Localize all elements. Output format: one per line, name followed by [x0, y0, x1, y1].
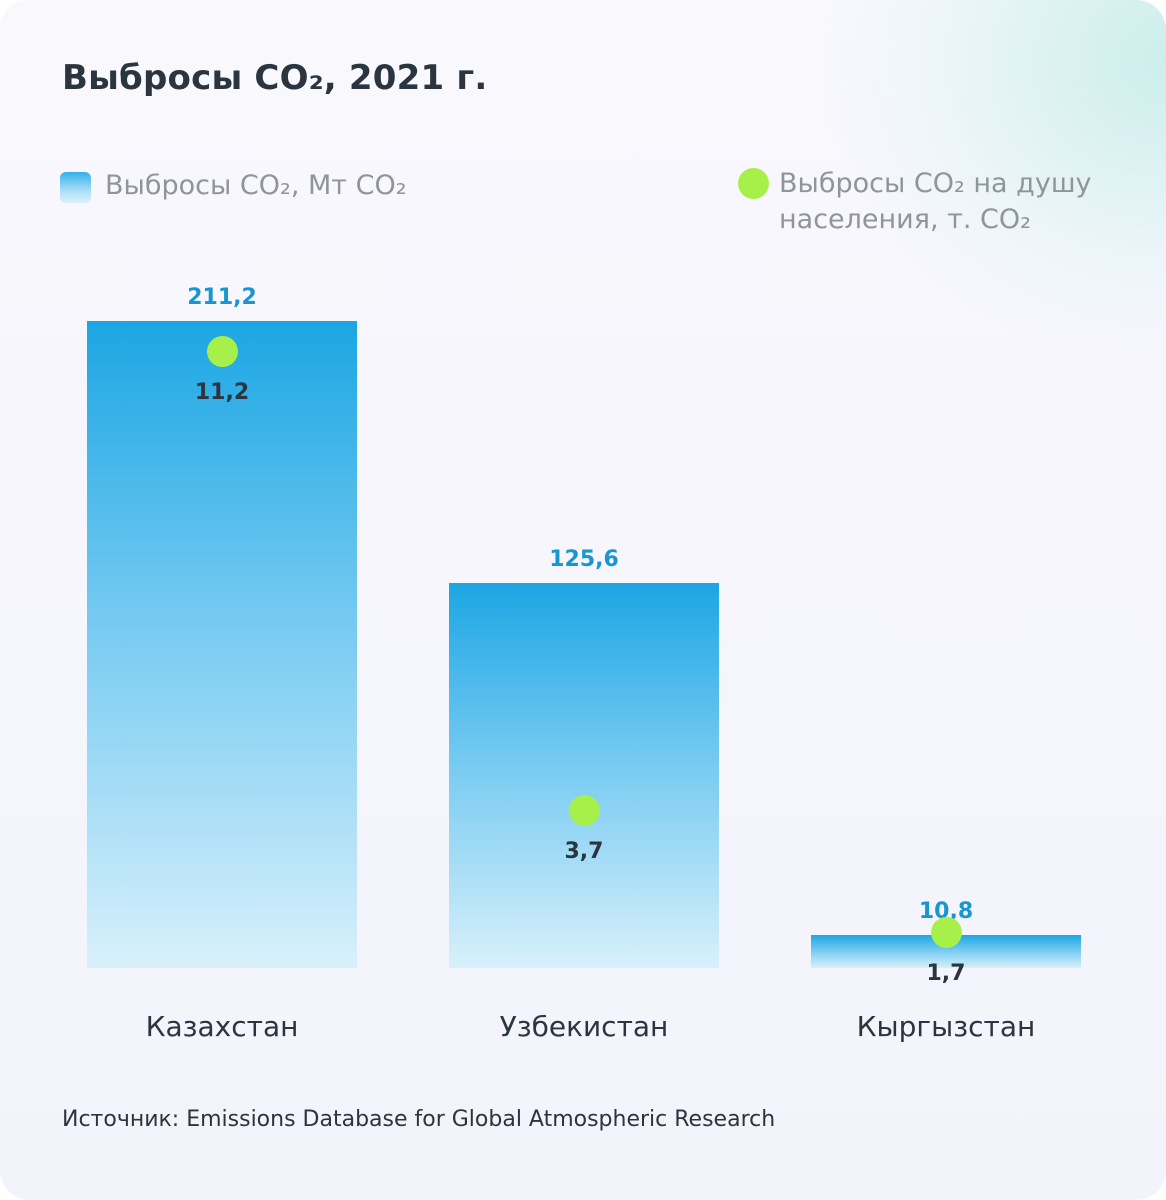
legend-dot-marker — [738, 168, 769, 199]
category-label: Казахстан — [145, 1010, 299, 1043]
category-label: Узбекистан — [499, 1010, 669, 1043]
per-capita-value-label: 1,7 — [926, 961, 966, 987]
legend-item-per-capita: Выбросы CO₂ на душу населения, т. CO₂ — [738, 166, 1109, 238]
per-capita-value-label: 3,7 — [564, 839, 604, 864]
per-capita-dot — [568, 794, 600, 826]
source-note: Источник: Emissions Database for Global … — [62, 1107, 776, 1132]
legend-item-emissions: Выбросы CO₂, Мт CO₂ — [60, 168, 407, 204]
legend-label-per-capita: Выбросы CO₂ на душу населения, т. CO₂ — [779, 168, 1092, 235]
per-capita-dot — [206, 335, 238, 367]
bar-1 — [87, 321, 357, 968]
per-capita-dot — [930, 916, 962, 948]
category-label: Кыргызстан — [856, 1010, 1036, 1043]
bar-value-label: 211,2 — [187, 285, 257, 310]
bar-2 — [449, 583, 719, 968]
per-capita-value-label: 11,2 — [194, 380, 250, 405]
legend-label-emissions: Выбросы CO₂, Мт CO₂ — [105, 170, 407, 201]
bar-value-label: 125,6 — [549, 547, 619, 573]
chart-title: Выбросы CO₂, 2021 г. — [62, 58, 488, 98]
legend-bar-swatch — [60, 172, 91, 203]
